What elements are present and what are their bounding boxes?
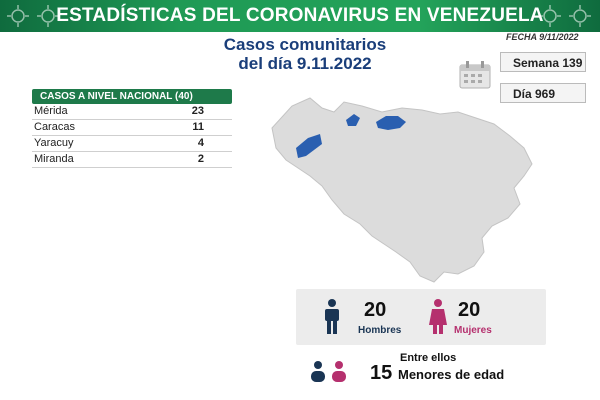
case-count: 2	[197, 153, 204, 165]
minors-label: Menores de edad	[398, 367, 505, 382]
region-merida	[296, 134, 322, 158]
state-name: Mérida	[34, 105, 68, 117]
state-name: Caracas	[34, 121, 75, 133]
children-icon	[311, 361, 346, 382]
state-name: Miranda	[34, 153, 74, 165]
woman-icon	[429, 299, 447, 334]
calendar-icon	[459, 61, 491, 89]
page-title: ESTADÍSTICAS DEL CORONAVIRUS EN VENEZUEL…	[56, 5, 544, 26]
case-count: 23	[191, 105, 204, 117]
minors-card: Entre ellos 15 Menores de edad	[300, 350, 540, 392]
country-outline	[271, 97, 533, 283]
men-label: Hombres	[358, 325, 402, 336]
subtitle-line-2: del día 9.11.2022	[238, 54, 372, 73]
date-label: FECHA 9/11/2022	[506, 32, 579, 42]
virus-icon	[539, 5, 561, 27]
table-row: Yaracuy 4	[32, 136, 232, 152]
subtitle-line-1: Casos comunitarios	[223, 35, 387, 54]
virus-icon	[7, 5, 29, 27]
table-row: Mérida 23	[32, 104, 232, 120]
minors-intro: Entre ellos	[400, 352, 457, 364]
region-yaracuy	[346, 114, 360, 126]
gender-card: 20 Hombres 20 Mujeres	[296, 289, 546, 345]
men-count: 20	[364, 299, 387, 321]
minors-count: 15	[370, 362, 393, 384]
virus-icon	[37, 5, 59, 27]
region-caracas-miranda	[376, 116, 406, 130]
women-label: Mujeres	[454, 325, 492, 336]
header-banner: ESTADÍSTICAS DEL CORONAVIRUS EN VENEZUEL…	[0, 0, 600, 32]
women-count: 20	[458, 299, 481, 321]
table-header: CASOS A NIVEL NACIONAL (40)	[32, 89, 232, 104]
week-box: Semana 139	[500, 52, 586, 72]
case-count: 4	[197, 137, 204, 149]
table-row: Caracas 11	[32, 120, 232, 136]
state-name: Yaracuy	[34, 137, 74, 149]
table-row: Miranda 2	[32, 152, 232, 168]
man-icon	[325, 299, 339, 334]
day-box: Día 969	[500, 83, 586, 103]
virus-icon	[569, 5, 591, 27]
case-count: 11	[192, 121, 204, 133]
venezuela-map	[271, 97, 533, 283]
national-cases-table: CASOS A NIVEL NACIONAL (40) Mérida 23 Ca…	[32, 89, 232, 168]
